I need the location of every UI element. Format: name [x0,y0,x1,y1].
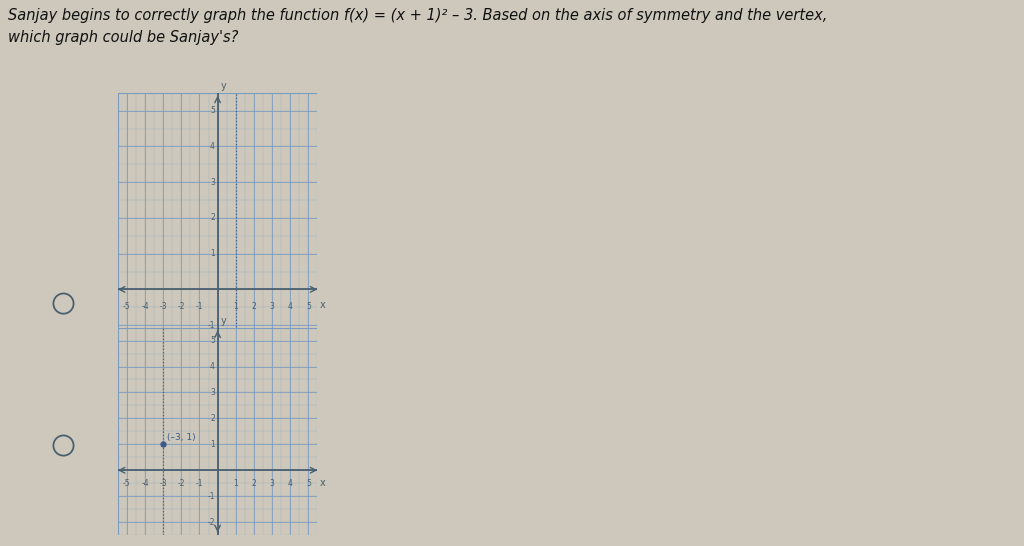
Text: 3: 3 [269,302,274,311]
Text: -1: -1 [196,302,203,311]
Text: -4: -4 [207,428,215,437]
Text: -5: -5 [123,479,131,488]
Text: 1: 1 [233,302,239,311]
Text: 1: 1 [210,249,215,258]
Text: 5: 5 [306,479,311,488]
Text: 2: 2 [210,414,215,423]
Text: 2: 2 [252,302,256,311]
Text: 3: 3 [210,177,215,187]
Text: -3: -3 [207,392,215,401]
Text: 2: 2 [210,213,215,222]
Text: x: x [319,300,325,310]
Text: x: x [319,478,325,488]
Text: 4: 4 [288,479,293,488]
Text: 5: 5 [306,302,311,311]
Text: -3: -3 [160,302,167,311]
Text: -4: -4 [141,302,148,311]
Text: (1, –3): (1, –3) [239,400,267,409]
Text: -1: -1 [208,492,215,501]
Text: 4: 4 [210,362,215,371]
Text: (–3, 1): (–3, 1) [167,433,196,442]
Text: -2: -2 [208,357,215,365]
Text: Sanjay begins to correctly graph the function f(x) = (x + 1)² – 3. Based on the : Sanjay begins to correctly graph the fun… [8,8,827,23]
Text: -2: -2 [177,479,185,488]
Text: y: y [220,316,226,327]
Text: 3: 3 [269,479,274,488]
Text: -2: -2 [177,302,185,311]
Text: 4: 4 [288,302,293,311]
Text: -4: -4 [141,479,148,488]
Text: 2: 2 [252,479,256,488]
Text: 3: 3 [210,388,215,397]
Text: -3: -3 [160,479,167,488]
Text: 5: 5 [210,336,215,345]
Text: -1: -1 [196,479,203,488]
Text: 1: 1 [210,440,215,449]
Text: -1: -1 [208,321,215,330]
Text: which graph could be Sanjay's?: which graph could be Sanjay's? [8,30,239,45]
Text: 1: 1 [233,479,239,488]
Text: y: y [220,81,226,91]
Text: -5: -5 [207,464,215,473]
Text: -5: -5 [123,302,131,311]
Text: -2: -2 [208,518,215,526]
Text: 4: 4 [210,142,215,151]
Text: 5: 5 [210,106,215,115]
